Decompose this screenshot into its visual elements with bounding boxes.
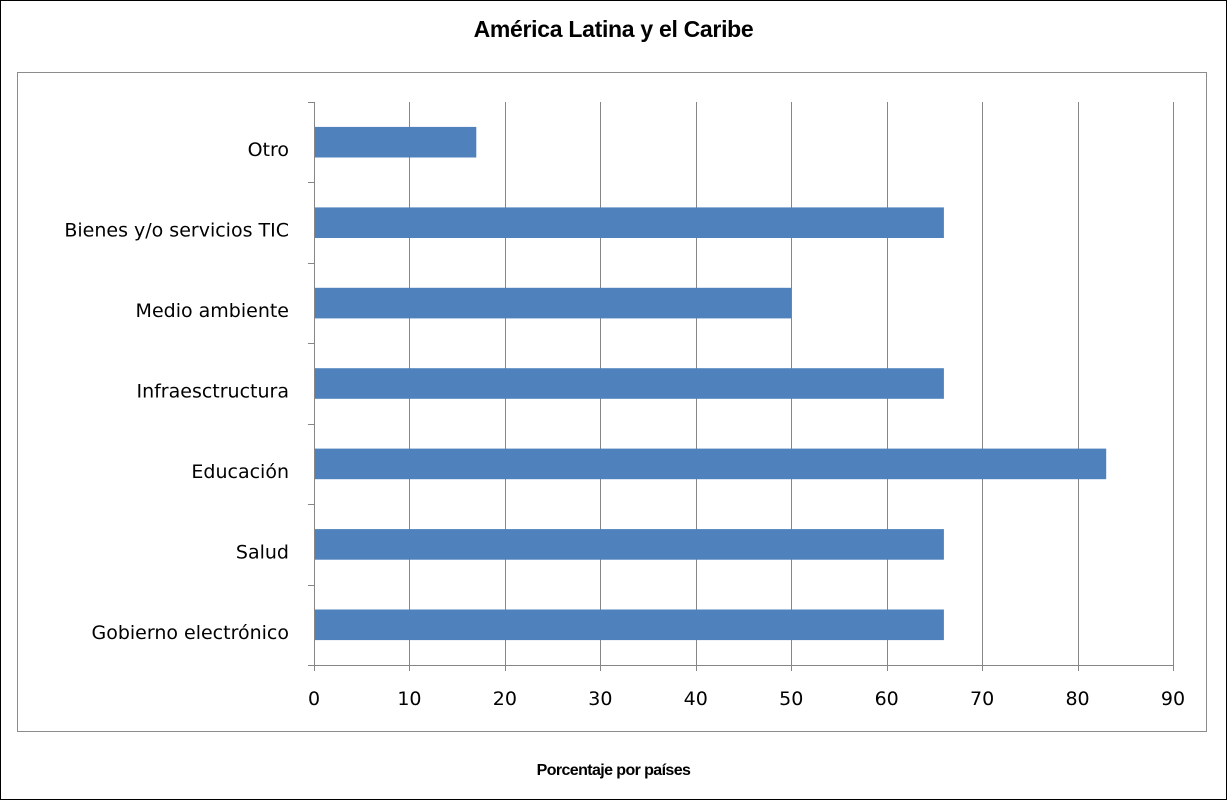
x-tick-label: 60: [875, 688, 899, 710]
x-tick-label: 30: [588, 688, 612, 710]
bar-4: [314, 368, 944, 399]
x-tick-label: 80: [1065, 688, 1089, 710]
bar-3: [314, 448, 1107, 480]
chart-title: América Latina y el Caribe: [473, 16, 754, 42]
x-tick-label: 40: [684, 688, 708, 710]
axes: [308, 102, 1174, 671]
bar-6: [314, 207, 944, 238]
x-tick-label: 0: [308, 688, 320, 710]
y-category-label: Medio ambiente: [136, 300, 289, 322]
x-tick-label: 20: [493, 688, 517, 710]
bar-7: [314, 126, 477, 158]
x-tick-label: 90: [1161, 688, 1185, 710]
y-category-label: Bienes y/o servicios TIC: [64, 220, 289, 242]
y-category-label: Salud: [236, 541, 289, 563]
plot-area-border: [17, 72, 1207, 732]
x-tick-label: 70: [970, 688, 994, 710]
x-tick-label: 50: [779, 688, 803, 710]
bar-1: [314, 609, 944, 641]
bar-5: [314, 287, 792, 319]
y-category-label: Infraesctructura: [136, 381, 289, 403]
bar-2: [314, 529, 944, 560]
bars: [314, 126, 1107, 641]
x-axis-title: Porcentaje por países: [536, 762, 691, 779]
y-category-label: Educación: [191, 461, 289, 483]
x-tick-label: 10: [397, 688, 421, 710]
axis-labels: 0 10 20 30 40 50 60 70 80 90 Gobierno electrónico S…: [64, 139, 1185, 710]
y-category-label: Otro: [248, 139, 289, 161]
y-category-label: Gobierno electrónico: [91, 622, 289, 644]
